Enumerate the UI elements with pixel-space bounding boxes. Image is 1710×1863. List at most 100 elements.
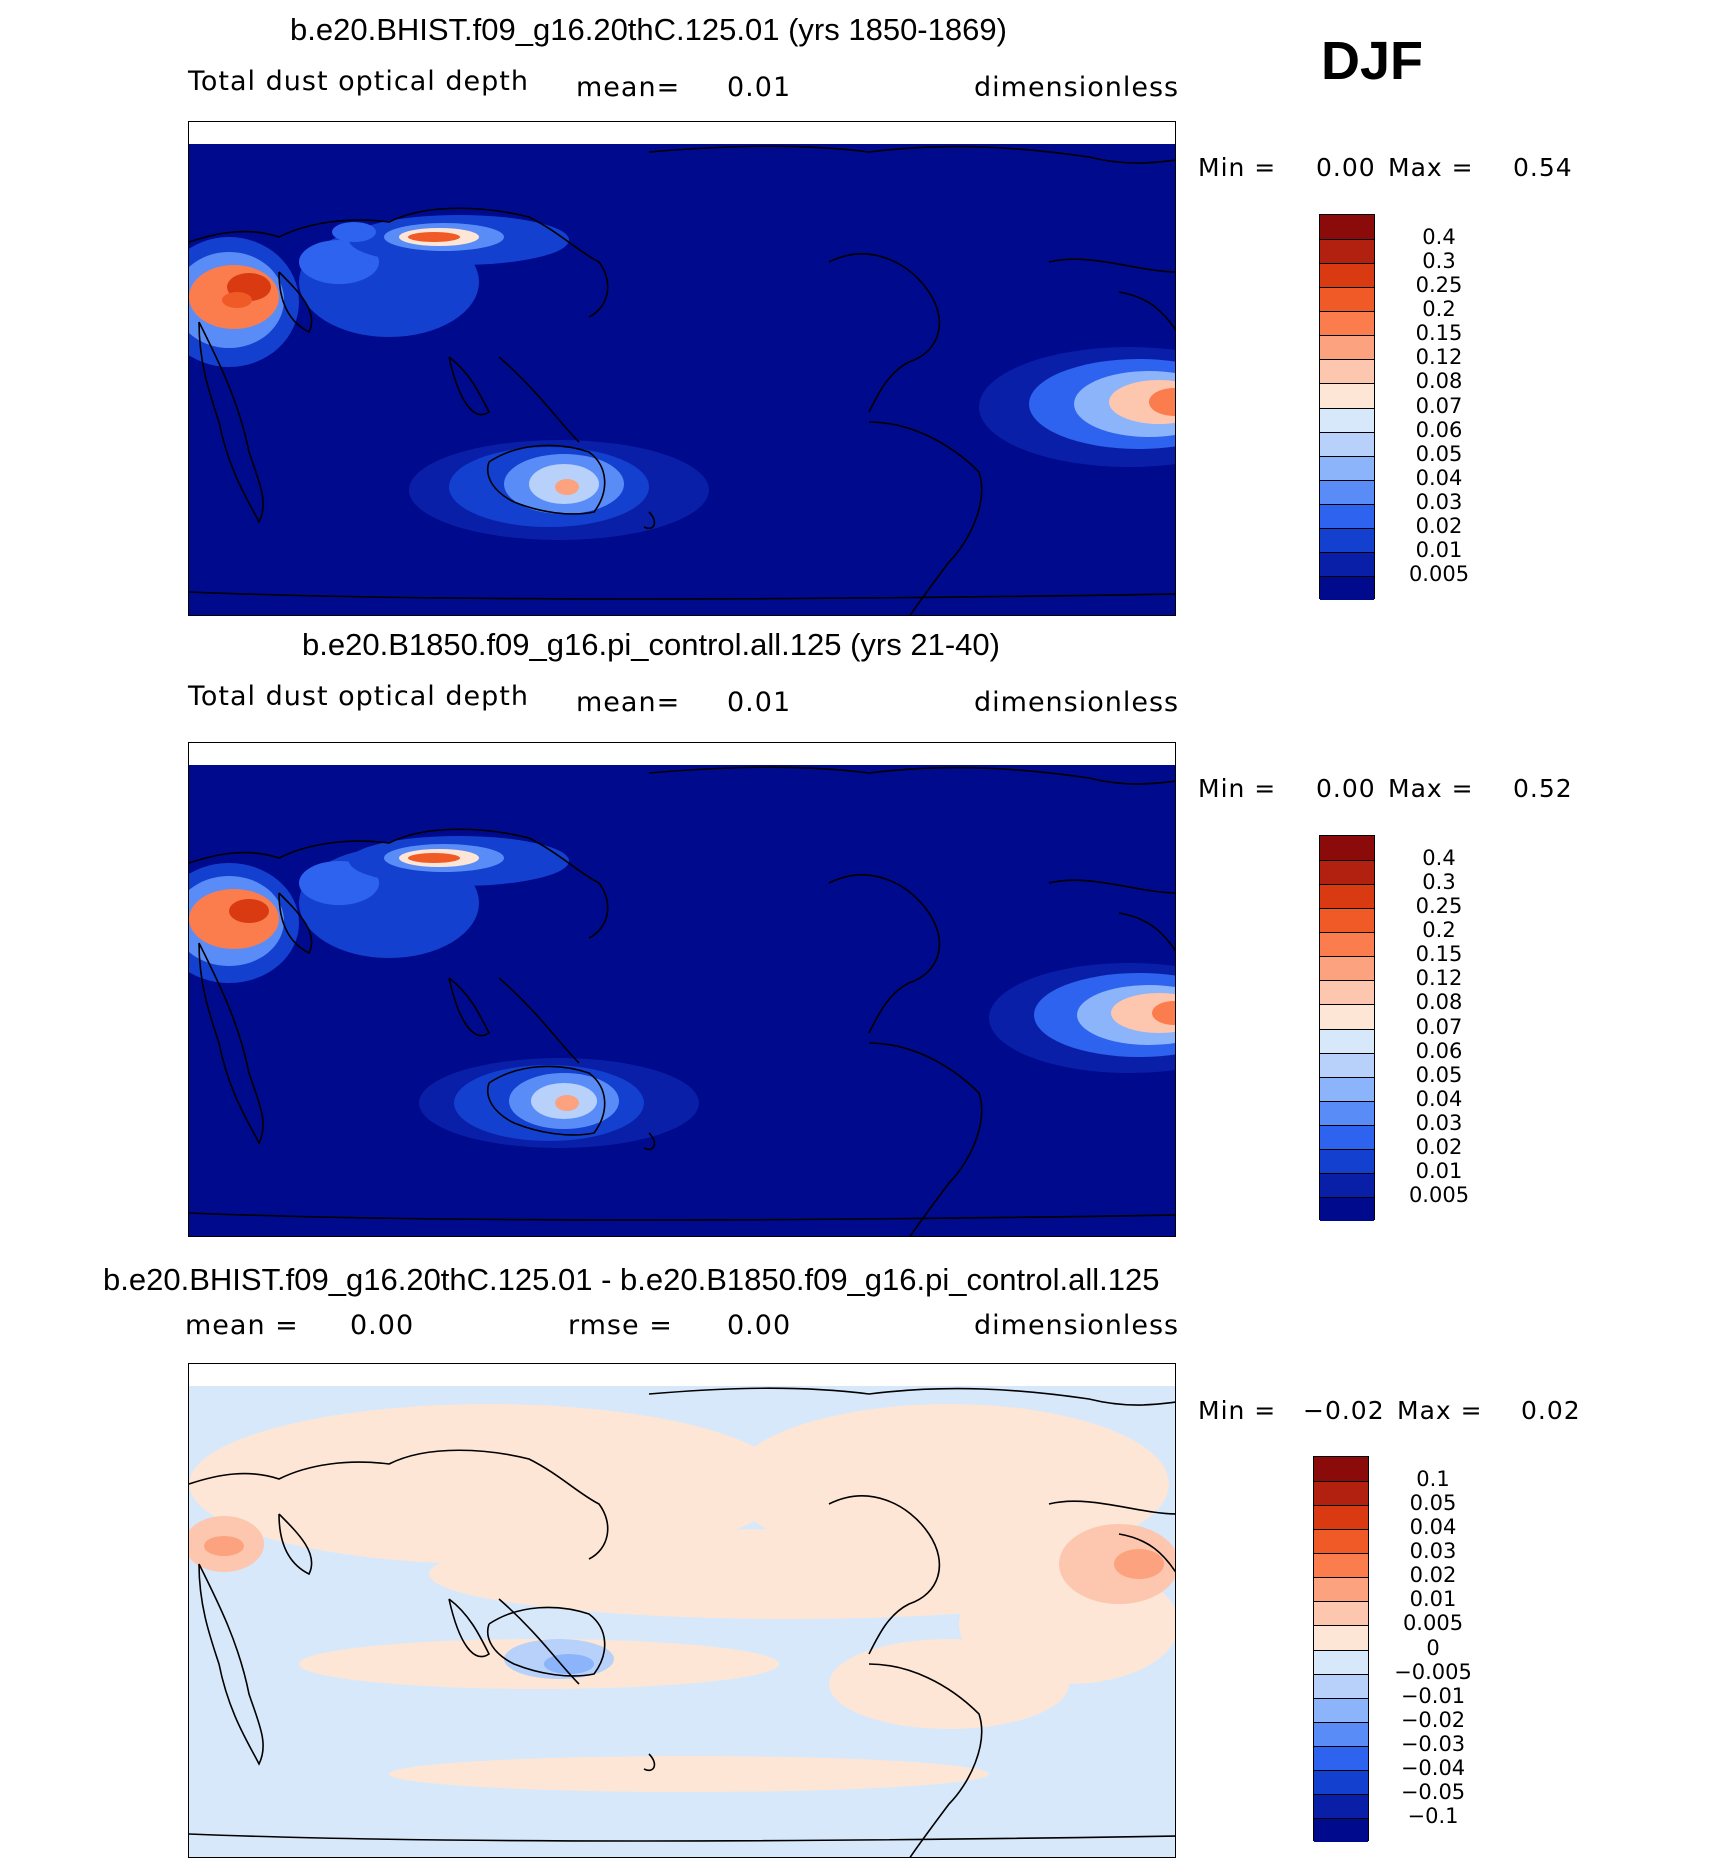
colorbar-cell [1314, 1721, 1368, 1746]
colorbar-cell [1320, 335, 1374, 360]
colorbar-tick-label: 0.08 [1415, 369, 1463, 394]
panel1-variable: Total dust optical depth [188, 66, 529, 97]
panel1-mean-label: mean= [576, 72, 681, 103]
colorbar-cell [1314, 1625, 1368, 1650]
colorbar-tick-label: −0.01 [1400, 1683, 1466, 1708]
colorbar-tick-label: 0.25 [1415, 894, 1463, 919]
colorbar-cell [1320, 359, 1374, 384]
colorbar-cell [1320, 1052, 1374, 1077]
colorbar-cell [1320, 407, 1374, 432]
colorbar-cell [1314, 1697, 1368, 1722]
season-label: DJF [1321, 31, 1424, 91]
panel3-colorbar [1313, 1456, 1369, 1842]
colorbar-cell [1314, 1481, 1368, 1506]
colorbar-cell [1314, 1577, 1368, 1602]
colorbar-tick-label: 0.03 [1409, 1539, 1457, 1564]
colorbar-tick-label: 0.2 [1422, 297, 1456, 322]
panel3-mean-value: 0.00 [350, 1310, 415, 1341]
colorbar-cell [1320, 215, 1374, 240]
colorbar-cell [1320, 551, 1374, 576]
colorbar-cell [1320, 455, 1374, 480]
colorbar-tick-label: 0.02 [1415, 513, 1463, 538]
panel2-max-value: 0.52 [1513, 774, 1573, 803]
colorbar-cell [1320, 980, 1374, 1005]
colorbar-tick-label: 0.05 [1415, 1062, 1463, 1087]
colorbar-cell [1320, 956, 1374, 981]
colorbar-tick-label: −0.02 [1400, 1707, 1466, 1732]
colorbar-tick-label: −0.1 [1407, 1803, 1459, 1828]
colorbar-tick-label: 0.08 [1415, 990, 1463, 1015]
colorbar-cell [1320, 383, 1374, 408]
colorbar-cell [1320, 311, 1374, 336]
colorbar-cell [1320, 287, 1374, 312]
panel2-mean-label: mean= [576, 687, 681, 718]
colorbar-cell [1320, 1196, 1374, 1221]
colorbar-tick-label: 0.05 [1409, 1491, 1457, 1516]
panel1-min-value: 0.00 [1316, 153, 1376, 182]
panel3-min-label: Min = [1198, 1396, 1277, 1425]
colorbar-tick-label: 0.04 [1409, 1515, 1457, 1540]
panel1-min-label: Min = [1198, 153, 1277, 182]
panel1-units: dimensionless [974, 72, 1180, 103]
colorbar-tick-label: −0.05 [1400, 1779, 1466, 1804]
colorbar-cell [1320, 1148, 1374, 1173]
colorbar-cell [1320, 239, 1374, 264]
colorbar-cell [1320, 479, 1374, 504]
colorbar-cell [1320, 1100, 1374, 1125]
panel2-map [188, 742, 1176, 1237]
colorbar-cell [1320, 1004, 1374, 1029]
colorbar-tick-label: 0.01 [1415, 537, 1463, 562]
colorbar-tick-label: 0.005 [1408, 1182, 1470, 1207]
colorbar-tick-label: 0.3 [1422, 870, 1456, 895]
panel2-colorbar [1319, 835, 1375, 1221]
colorbar-tick-label: −0.04 [1400, 1755, 1466, 1780]
colorbar-tick-label: 0.03 [1415, 489, 1463, 514]
colorbar-cell [1320, 503, 1374, 528]
colorbar-cell [1314, 1505, 1368, 1530]
colorbar-tick-label: 0.06 [1415, 417, 1463, 442]
panel2-mean-value: 0.01 [727, 687, 792, 718]
panel2-min-label: Min = [1198, 774, 1277, 803]
panel1-map [188, 121, 1176, 616]
colorbar-cell [1320, 908, 1374, 933]
panel2-title: b.e20.B1850.f09_g16.pi_control.all.125 (… [302, 627, 1000, 662]
colorbar-tick-label: 0.1 [1416, 1467, 1450, 1492]
panel3-rmse-value: 0.00 [727, 1310, 792, 1341]
colorbar-tick-label: 0.4 [1422, 846, 1456, 871]
colorbar-cell [1320, 1028, 1374, 1053]
panel1-max-label: Max = [1388, 153, 1474, 182]
colorbar-tick-label: 0.02 [1415, 1134, 1463, 1159]
colorbar-tick-label: 0.12 [1415, 345, 1463, 370]
colorbar-cell [1320, 932, 1374, 957]
panel3-mean-label: mean = [185, 1310, 299, 1341]
colorbar-cell [1320, 527, 1374, 552]
colorbar-tick-label: 0 [1426, 1635, 1440, 1660]
colorbar-tick-label: 0.4 [1422, 225, 1456, 250]
panel2-min-value: 0.00 [1316, 774, 1376, 803]
colorbar-cell [1320, 1076, 1374, 1101]
colorbar-cell [1314, 1769, 1368, 1794]
colorbar-tick-label: 0.25 [1415, 273, 1463, 298]
colorbar-tick-label: 0.05 [1415, 441, 1463, 466]
colorbar-cell [1314, 1673, 1368, 1698]
colorbar-tick-label: 0.005 [1408, 561, 1470, 586]
panel3-rmse-label: rmse = [568, 1310, 673, 1341]
panel3-max-label: Max = [1397, 1396, 1483, 1425]
colorbar-cell [1314, 1529, 1368, 1554]
colorbar-cell [1314, 1793, 1368, 1818]
colorbar-cell [1320, 263, 1374, 288]
colorbar-cell [1320, 1172, 1374, 1197]
panel2-max-label: Max = [1388, 774, 1474, 803]
panel2-variable: Total dust optical depth [188, 681, 529, 712]
colorbar-cell [1320, 884, 1374, 909]
colorbar-cell [1314, 1553, 1368, 1578]
panel3-min-value: −0.02 [1303, 1396, 1385, 1425]
colorbar-cell [1314, 1745, 1368, 1770]
colorbar-tick-label: 0.01 [1409, 1587, 1457, 1612]
colorbar-cell [1314, 1817, 1368, 1842]
colorbar-tick-label: 0.12 [1415, 966, 1463, 991]
colorbar-tick-label: 0.2 [1422, 918, 1456, 943]
colorbar-tick-label: 0.15 [1415, 321, 1463, 346]
colorbar-cell [1314, 1601, 1368, 1626]
colorbar-cell [1320, 836, 1374, 861]
